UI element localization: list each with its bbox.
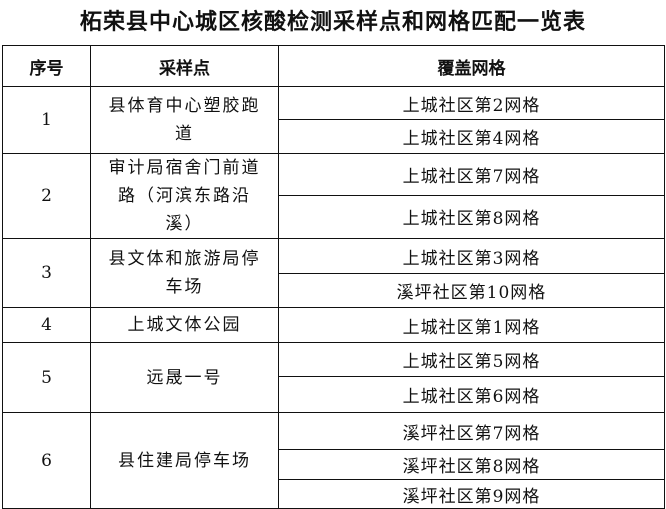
table-row: 1 县体育中心塑胶跑道 上城社区第2网格 bbox=[2, 86, 665, 154]
row-number: 5 bbox=[2, 342, 91, 413]
covered-grid: 溪坪社区第10网格 bbox=[278, 273, 665, 308]
header-site: 采样点 bbox=[90, 45, 279, 87]
table-row: 3 县文体和旅游局停车场 上城社区第3网格 bbox=[2, 238, 665, 308]
covered-grid: 上城社区第8网格 bbox=[278, 194, 665, 240]
sampling-site: 县体育中心塑胶跑道 bbox=[90, 86, 279, 154]
sampling-site: 远晟一号 bbox=[90, 342, 279, 413]
sampling-site: 上城文体公园 bbox=[90, 307, 279, 343]
table-row: 5 远晟一号 上城社区第5网格 bbox=[2, 342, 665, 413]
covered-grid: 溪坪社区第7网格 bbox=[278, 412, 665, 450]
row-number: 4 bbox=[2, 307, 91, 343]
sampling-site: 县住建局停车场 bbox=[90, 412, 279, 509]
row-number: 3 bbox=[2, 238, 91, 308]
sampling-site: 县文体和旅游局停车场 bbox=[90, 238, 279, 308]
covered-grid: 上城社区第7网格 bbox=[278, 153, 665, 196]
table-header-row: 序号 采样点 覆盖网格 bbox=[2, 45, 665, 87]
table-row: 溪坪社区第8网格 bbox=[3, 449, 665, 480]
covered-grid: 上城社区第2网格 bbox=[278, 86, 665, 120]
header-no: 序号 bbox=[2, 45, 91, 87]
table-row: 上城社区第6网格 bbox=[3, 376, 665, 413]
page-title: 柘荣县中心城区核酸检测采样点和网格匹配一览表 bbox=[79, 10, 586, 35]
covered-grid: 上城社区第3网格 bbox=[278, 238, 665, 274]
row-number: 1 bbox=[2, 86, 91, 154]
covered-grid: 上城社区第5网格 bbox=[278, 342, 665, 377]
covered-grid: 溪坪社区第8网格 bbox=[278, 449, 665, 480]
table-row: 6 县住建局停车场 溪坪社区第7网格 bbox=[2, 412, 665, 509]
table-row: 上城社区第8网格 bbox=[3, 194, 665, 240]
table-row: 4 上城文体公园 上城社区第1网格 bbox=[2, 307, 665, 343]
header-grids: 覆盖网格 bbox=[278, 45, 665, 87]
sampling-site-table: 序号 采样点 覆盖网格 1 县体育中心塑胶跑道 上城社区第2网格 上城社区第4网格 2 审… bbox=[2, 45, 665, 509]
table-row: 上城社区第4网格 bbox=[3, 119, 665, 154]
row-number: 6 bbox=[2, 412, 91, 509]
covered-grid: 上城社区第1网格 bbox=[278, 307, 665, 343]
covered-grid: 上城社区第4网格 bbox=[278, 119, 665, 154]
table-row: 2 审计局宿舍门前道路（河滨东路沿溪） 上城社区第7网格 bbox=[2, 153, 665, 239]
covered-grid: 上城社区第6网格 bbox=[278, 376, 665, 413]
row-number: 2 bbox=[2, 153, 91, 239]
sampling-site: 审计局宿舍门前道路（河滨东路沿溪） bbox=[90, 153, 279, 239]
covered-grid: 溪坪社区第9网格 bbox=[278, 479, 665, 509]
